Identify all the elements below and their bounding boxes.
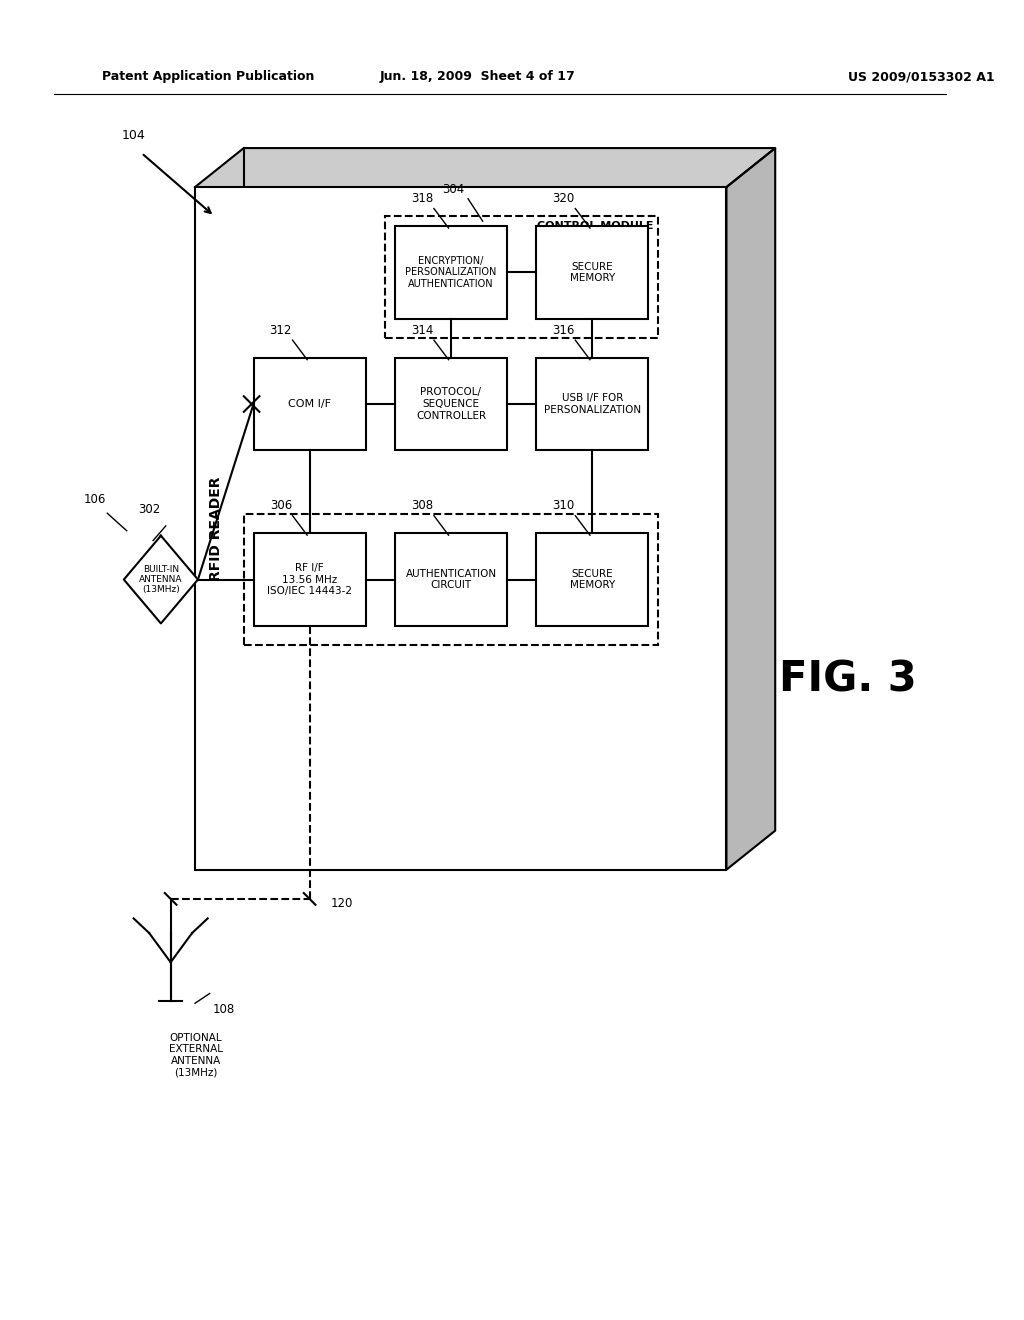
Polygon shape bbox=[124, 536, 198, 623]
Text: 310: 310 bbox=[553, 499, 574, 512]
Text: 308: 308 bbox=[412, 499, 433, 512]
Bar bbox=[537, 226, 648, 318]
Text: 318: 318 bbox=[411, 193, 433, 206]
Text: Jun. 18, 2009  Sheet 4 of 17: Jun. 18, 2009 Sheet 4 of 17 bbox=[380, 70, 575, 83]
Text: BUILT-IN
ANTENNA
(13MHz): BUILT-IN ANTENNA (13MHz) bbox=[139, 565, 182, 594]
Bar bbox=[254, 358, 366, 450]
Text: CONTROL MODULE: CONTROL MODULE bbox=[537, 220, 653, 231]
Text: AUTHENTICATION
CIRCUIT: AUTHENTICATION CIRCUIT bbox=[406, 569, 497, 590]
Text: 302: 302 bbox=[138, 503, 161, 516]
Bar bbox=[244, 513, 658, 645]
Bar bbox=[395, 226, 507, 318]
Text: 320: 320 bbox=[553, 193, 574, 206]
Text: OPTIONAL
EXTERNAL
ANTENNA
(13MHz): OPTIONAL EXTERNAL ANTENNA (13MHz) bbox=[169, 1032, 222, 1077]
Polygon shape bbox=[195, 148, 775, 187]
Bar bbox=[537, 533, 648, 626]
Bar bbox=[254, 533, 366, 626]
Text: COM I/F: COM I/F bbox=[288, 399, 331, 409]
Polygon shape bbox=[726, 148, 775, 870]
Bar bbox=[395, 533, 507, 626]
Text: 306: 306 bbox=[269, 499, 292, 512]
Text: 312: 312 bbox=[269, 323, 292, 337]
Bar bbox=[537, 358, 648, 450]
Text: 316: 316 bbox=[552, 323, 574, 337]
Text: PROTOCOL/
SEQUENCE
CONTROLLER: PROTOCOL/ SEQUENCE CONTROLLER bbox=[416, 388, 486, 421]
Text: Patent Application Publication: Patent Application Publication bbox=[102, 70, 314, 83]
Text: 314: 314 bbox=[411, 323, 433, 337]
Text: 120: 120 bbox=[331, 898, 353, 911]
Text: 104: 104 bbox=[122, 129, 145, 141]
Bar bbox=[385, 216, 658, 338]
Bar bbox=[195, 187, 726, 870]
Text: US 2009/0153302 A1: US 2009/0153302 A1 bbox=[848, 70, 995, 83]
Bar bbox=[395, 358, 507, 450]
Text: RF I/F
13.56 MHz
ISO/IEC 14443-2: RF I/F 13.56 MHz ISO/IEC 14443-2 bbox=[267, 562, 352, 597]
Text: USB I/F FOR
PERSONALIZATION: USB I/F FOR PERSONALIZATION bbox=[544, 393, 641, 414]
Text: SECURE
MEMORY: SECURE MEMORY bbox=[569, 569, 615, 590]
Text: RFID READER: RFID READER bbox=[210, 477, 223, 581]
Text: 108: 108 bbox=[213, 1003, 236, 1015]
Text: FIG. 3: FIG. 3 bbox=[779, 659, 918, 701]
Text: 106: 106 bbox=[83, 494, 105, 506]
Text: 304: 304 bbox=[442, 182, 465, 195]
Text: ENCRYPTION/
PERSONALIZATION
AUTHENTICATION: ENCRYPTION/ PERSONALIZATION AUTHENTICATI… bbox=[406, 256, 497, 289]
Text: SECURE
MEMORY: SECURE MEMORY bbox=[569, 261, 615, 284]
